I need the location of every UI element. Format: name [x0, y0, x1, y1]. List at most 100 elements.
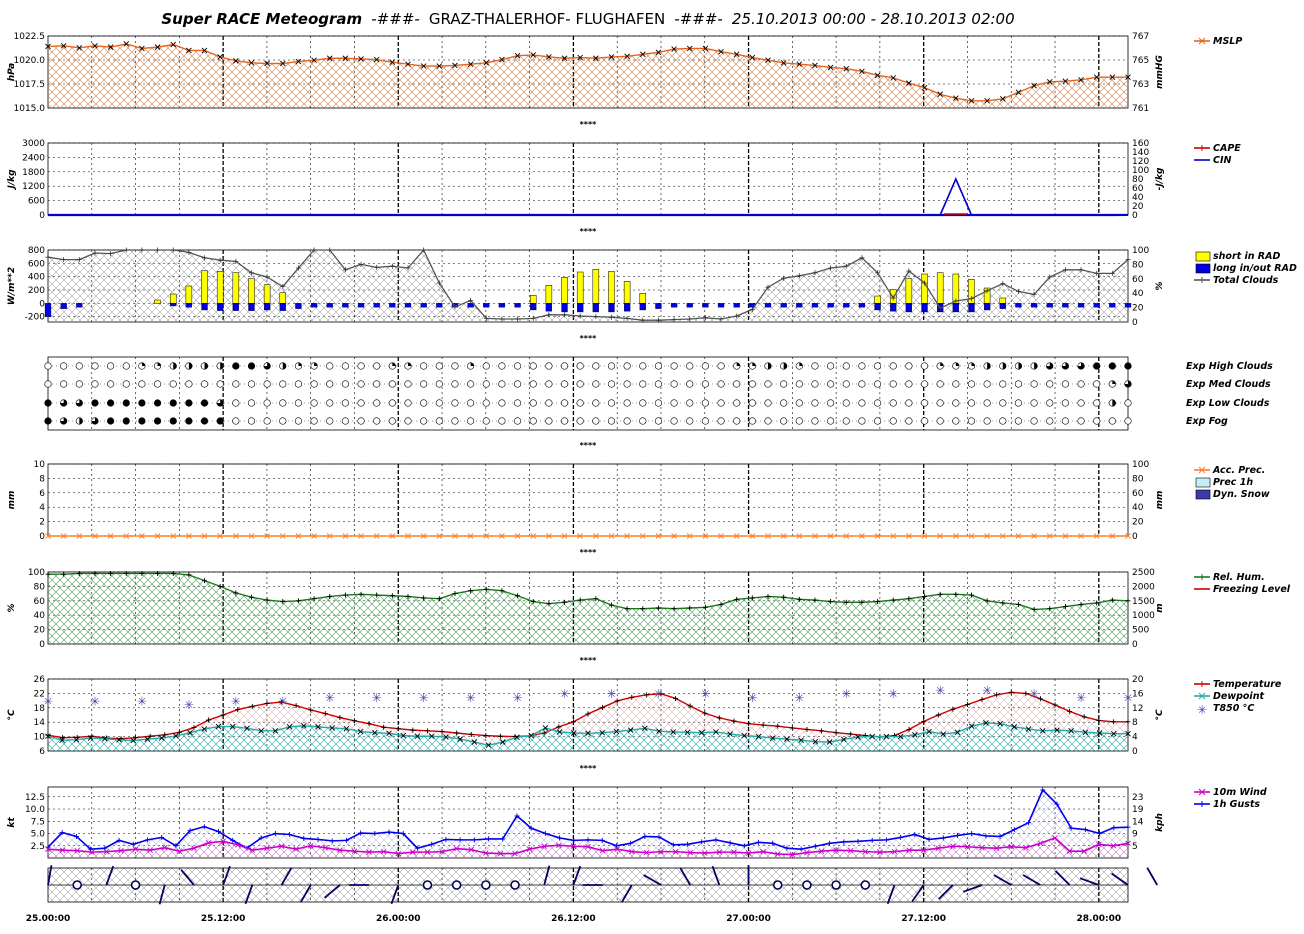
cloud-cover-symbol	[342, 400, 349, 407]
long-rad-bar	[718, 303, 724, 307]
cloud-cover-symbol	[499, 381, 506, 388]
y-tick-left: 100	[28, 568, 45, 578]
cloud-cover-symbol	[671, 363, 678, 370]
y-tick-left: 6	[39, 747, 45, 757]
cloud-cover-symbol	[906, 381, 913, 388]
long-rad-bar	[687, 303, 693, 307]
short-rad-bar	[546, 285, 552, 303]
symbol-circle	[373, 418, 380, 425]
symbol-circle	[937, 418, 944, 425]
symbol-circle	[843, 400, 850, 407]
cloud-cover-symbol	[452, 400, 459, 407]
y-tick-right: 20	[1132, 675, 1144, 685]
long-rad-bar	[875, 303, 881, 310]
cloud-cover-symbol	[342, 418, 349, 425]
short-rad-bar	[1000, 298, 1006, 303]
long-rad-bar	[734, 303, 740, 307]
symbol-circle	[984, 400, 991, 407]
cloud-cover-symbol	[405, 381, 412, 388]
cloud-cover-symbol	[765, 400, 772, 407]
panel-separator: ****	[580, 656, 598, 665]
cloud-cover-symbol	[546, 400, 553, 407]
cloud-cover-symbol	[467, 363, 474, 370]
symbol-fill	[201, 400, 208, 407]
cloud-cover-symbol	[201, 418, 208, 425]
y-tick-right: 5	[1132, 842, 1138, 852]
symbol-fill	[45, 400, 52, 407]
cloud-cover-symbol	[1046, 418, 1053, 425]
short-rad-bar	[608, 271, 614, 303]
symbol-fill	[154, 418, 161, 425]
legend-label: Temperature	[1213, 679, 1282, 690]
symbol-circle	[311, 418, 318, 425]
cloud-cover-symbol	[264, 418, 271, 425]
calm-wind-icon	[511, 881, 519, 889]
symbol-circle	[499, 400, 506, 407]
symbol-circle	[1062, 381, 1069, 388]
y-tick-right: 761	[1132, 104, 1149, 114]
symbol-fill	[154, 400, 161, 407]
cloud-cover-symbol	[984, 400, 991, 407]
legend-marker	[1199, 574, 1205, 580]
x-tick-label: 28.00:00	[1077, 914, 1122, 924]
symbol-circle	[890, 381, 897, 388]
long-rad-bar	[1078, 303, 1084, 307]
symbol-fill	[170, 418, 177, 425]
cloud-cover-symbol	[499, 400, 506, 407]
cloud-cover-symbol	[859, 400, 866, 407]
symbol-circle	[60, 363, 67, 370]
y-tick-right: 14	[1132, 817, 1144, 827]
short-rad-bar	[280, 293, 286, 304]
y-tick-left: 0	[39, 532, 45, 542]
symbol-circle	[984, 381, 991, 388]
symbol-fill	[186, 418, 193, 425]
cloud-cover-symbol	[248, 418, 255, 425]
symbol-circle	[906, 400, 913, 407]
cloud-cover-symbol	[389, 381, 396, 388]
t850-point: ✳	[1029, 687, 1039, 701]
symbol-circle	[624, 400, 631, 407]
long-rad-bar	[421, 303, 427, 307]
panel-frame	[48, 464, 1128, 536]
symbol-circle	[405, 381, 412, 388]
calm-wind-icon	[482, 881, 490, 889]
cloud-cover-symbol	[733, 363, 740, 370]
cloud-cover-symbol	[279, 363, 286, 370]
symbol-circle	[295, 381, 302, 388]
t850-point: ✳	[325, 691, 335, 705]
long-rad-bar	[1047, 303, 1053, 307]
cloud-cover-symbol	[780, 381, 787, 388]
y-tick-right: 60	[1132, 275, 1144, 285]
y-axis-label-right: mm	[1155, 491, 1165, 510]
t850-point: ✳	[935, 684, 945, 698]
cloud-cover-symbol	[937, 400, 944, 407]
y-tick-left: 10.0	[25, 805, 45, 815]
cloud-cover-symbol	[733, 400, 740, 407]
cloud-cover-symbol	[76, 363, 83, 370]
cloud-cover-symbol	[874, 400, 881, 407]
cloud-cover-symbol	[577, 400, 584, 407]
symbol-circle	[796, 400, 803, 407]
x-tick-label: 27.00:00	[726, 914, 771, 924]
symbol-circle	[953, 400, 960, 407]
symbol-circle	[1031, 400, 1038, 407]
cloud-cover-symbol	[827, 381, 834, 388]
y-axis-label-right: -J/kg	[1155, 167, 1165, 190]
symbol-circle	[342, 418, 349, 425]
cloud-cover-symbol	[608, 381, 615, 388]
calm-wind-icon	[832, 881, 840, 889]
symbol-circle	[60, 381, 67, 388]
cloud-cover-symbol	[733, 381, 740, 388]
x-tick-label: 25.00:00	[26, 914, 71, 924]
y-tick-left: 4	[39, 503, 45, 513]
symbol-circle	[107, 381, 114, 388]
symbol-fill	[123, 400, 130, 407]
y-tick-left: 14	[34, 718, 46, 728]
short-rad-bar	[217, 271, 223, 303]
y-tick-left: 10	[34, 733, 46, 743]
cloud-cover-symbol	[1031, 381, 1038, 388]
long-rad-bar	[468, 303, 474, 307]
symbol-circle	[1046, 418, 1053, 425]
